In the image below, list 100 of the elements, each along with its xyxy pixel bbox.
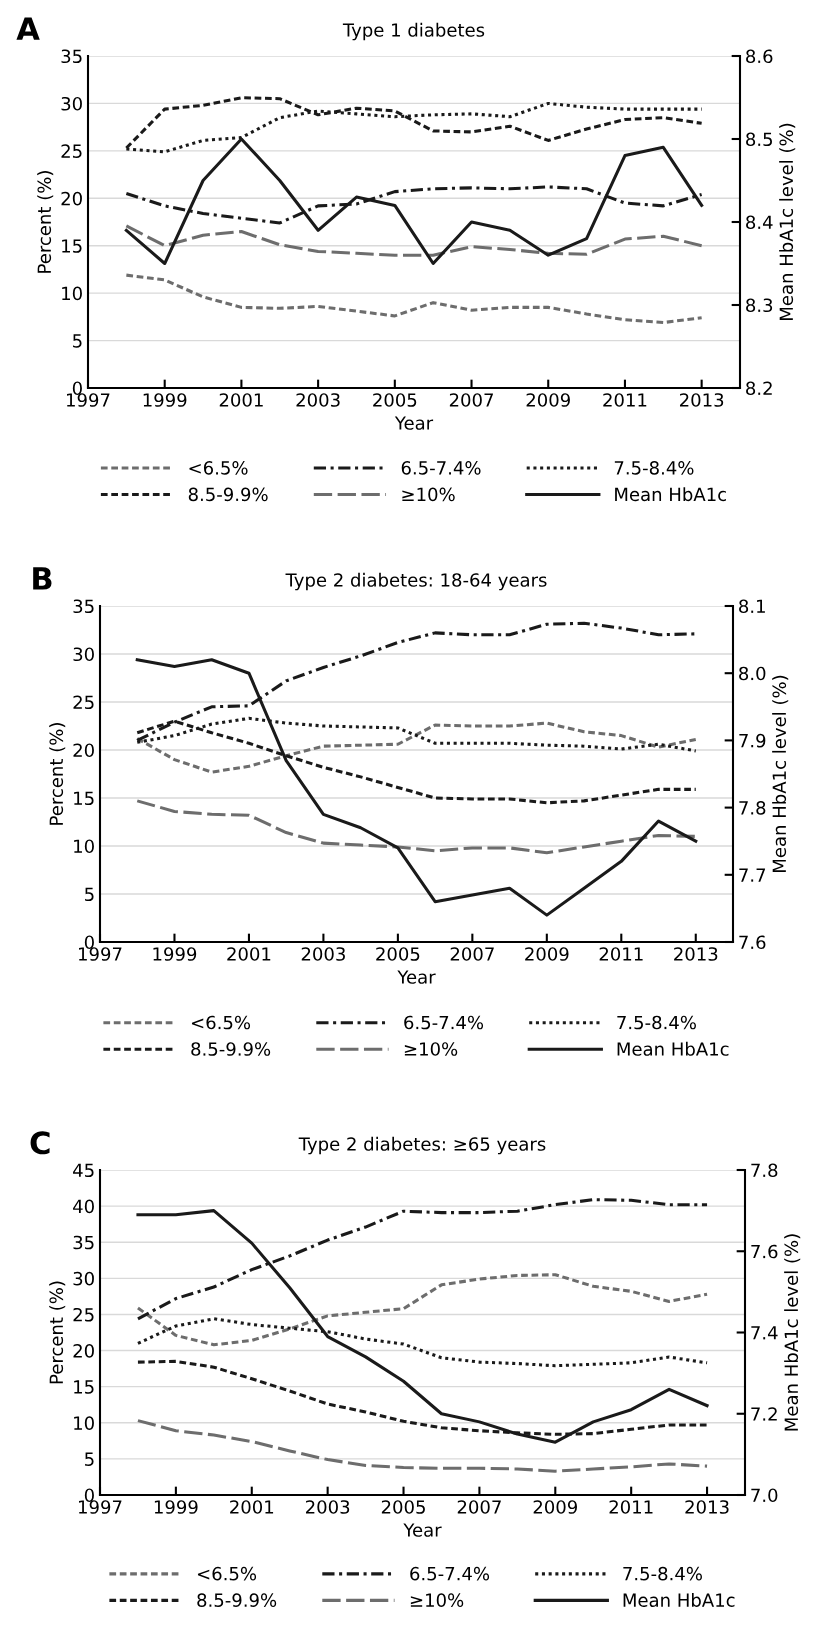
y-axis-title: Percent (%) <box>49 723 66 825</box>
y2-tick-label: 8.4 <box>746 215 773 230</box>
legend-label: Mean HbA1c <box>623 1593 735 1607</box>
legend-label: Mean HbA1c <box>615 487 726 502</box>
text: B <box>33 567 52 590</box>
y-tick-label: 45 <box>73 1163 94 1178</box>
y-tick-label: 10 <box>74 1416 94 1430</box>
y2-tick-label: 7.9 <box>739 733 766 748</box>
y-tick-label: 25 <box>73 1307 94 1322</box>
chart-title: Type 2 diabetes: 18-64 years <box>285 572 547 591</box>
y-tick-label: 30 <box>73 1271 94 1286</box>
y-tick-label: 15 <box>62 239 82 253</box>
y2-tick-label: 7.7 <box>739 868 766 882</box>
y-axis-title: Percent (%) <box>37 171 54 273</box>
legend-label: 6.5-7.4% <box>404 1015 484 1030</box>
x-tick-label: 2005 <box>373 393 417 407</box>
legend-label: 7.5-8.4% <box>617 1015 696 1030</box>
y2-tick-label: 7.8 <box>751 1163 778 1178</box>
y-tick-label: 0 <box>72 381 82 396</box>
y-tick-label: 5 <box>85 1452 94 1467</box>
legend-label: 8.5-9.9% <box>188 487 268 502</box>
y2-tick-label: 8.0 <box>739 666 766 681</box>
text: C <box>30 1131 50 1155</box>
legend-label: 7.5-8.4% <box>614 461 694 475</box>
legend-label: 6.5-7.4% <box>410 1566 490 1581</box>
y-tick-label: 35 <box>73 1235 94 1250</box>
legend-label: ≥10% <box>402 487 455 502</box>
y-tick-label: 30 <box>73 647 94 662</box>
y-tick-label: 35 <box>73 599 94 614</box>
x-tick-label: 2001 <box>227 947 271 961</box>
legend-label: <6.5% <box>197 1566 257 1581</box>
x-tick-label: 2013 <box>679 393 724 407</box>
y-tick-label: 0 <box>84 1488 94 1503</box>
x-tick-label: 2013 <box>674 947 718 961</box>
chart-title: Type 2 diabetes: ≥65 years <box>298 1136 546 1155</box>
legend-label: <6.5% <box>189 461 248 475</box>
x-tick-label: 2001 <box>230 1500 274 1514</box>
x-axis-title: Year <box>397 970 436 984</box>
y-tick-label: 20 <box>61 191 82 206</box>
y2-tick-label: 7.2 <box>751 1407 777 1421</box>
y-tick-label: 10 <box>62 286 82 301</box>
y2-tick-label: 7.6 <box>739 935 766 950</box>
y2-tick-label: 8.1 <box>739 599 765 614</box>
y2-tick-label: 7.6 <box>751 1244 778 1259</box>
legend-label: 7.5-8.4% <box>623 1566 702 1581</box>
x-tick-label: 1999 <box>143 393 187 407</box>
x-tick-label: 2003 <box>301 947 345 961</box>
legend-label: Mean HbA1c <box>617 1041 729 1056</box>
y-tick-label: 25 <box>61 144 82 158</box>
y2-tick-label: 8.2 <box>746 381 772 396</box>
y2-axis-title: Mean HbA1c level (%) <box>784 1234 801 1431</box>
y-tick-label: 15 <box>74 1380 94 1394</box>
y-tick-label: 20 <box>73 1344 94 1358</box>
y2-axis-title: Mean HbA1c level (%) <box>772 675 789 872</box>
line-series <box>124 273 704 325</box>
y2-tick-label: 7.8 <box>739 801 766 815</box>
legend-label: 8.5-9.9% <box>197 1593 277 1607</box>
text: A <box>16 17 40 40</box>
line-series <box>124 224 704 257</box>
x-tick-label: 2001 <box>219 393 263 407</box>
y2-axis-title: Mean HbA1c level (%) <box>779 123 796 320</box>
x-tick-label: 2007 <box>449 393 493 407</box>
y-tick-label: 35 <box>61 49 82 64</box>
x-tick-label: 2005 <box>376 947 420 961</box>
x-tick-label: 2005 <box>381 1500 425 1514</box>
legend-label: ≥10% <box>404 1042 458 1056</box>
y-tick-label: 25 <box>73 695 94 710</box>
x-tick-label: 2013 <box>685 1500 729 1514</box>
y-tick-label: 0 <box>84 935 94 950</box>
y2-tick-label: 8.6 <box>746 49 773 64</box>
x-tick-label: 2007 <box>450 947 494 961</box>
y-tick-label: 10 <box>74 839 94 854</box>
x-axis-title: Year <box>394 416 434 430</box>
y2-tick-label: 8.3 <box>746 298 773 313</box>
x-tick-label: 2003 <box>296 393 340 407</box>
x-tick-label: 1997 <box>79 1500 122 1514</box>
y-tick-label: 20 <box>73 743 94 758</box>
x-tick-label: 2011 <box>599 947 643 961</box>
y-tick-label: 5 <box>73 334 82 348</box>
x-tick-label: 2009 <box>533 1500 577 1514</box>
x-tick-label: 2011 <box>603 393 647 407</box>
y2-tick-label: 7.0 <box>751 1488 778 1503</box>
legend-label: 6.5-7.4% <box>401 461 481 475</box>
x-tick-label: 2003 <box>305 1500 350 1514</box>
x-tick-label: 2009 <box>525 947 569 961</box>
line-series <box>135 799 698 855</box>
x-tick-label: 2011 <box>609 1500 653 1514</box>
line-series <box>135 721 698 774</box>
y-tick-label: 30 <box>61 96 82 111</box>
x-tick-label: 2007 <box>457 1500 501 1514</box>
y-tick-label: 15 <box>74 791 94 806</box>
y-axis-title: Percent (%) <box>49 1281 66 1384</box>
y-tick-label: 5 <box>85 887 94 902</box>
x-tick-label: 1997 <box>79 947 122 961</box>
y2-tick-label: 7.4 <box>751 1326 778 1340</box>
y2-tick-label: 8.5 <box>746 132 772 147</box>
legend-label: <6.5% <box>191 1015 251 1030</box>
x-tick-label: 1999 <box>154 1500 198 1514</box>
x-tick-label: 1997 <box>67 393 110 407</box>
chart-title: Type 1 diabetes <box>342 22 485 41</box>
